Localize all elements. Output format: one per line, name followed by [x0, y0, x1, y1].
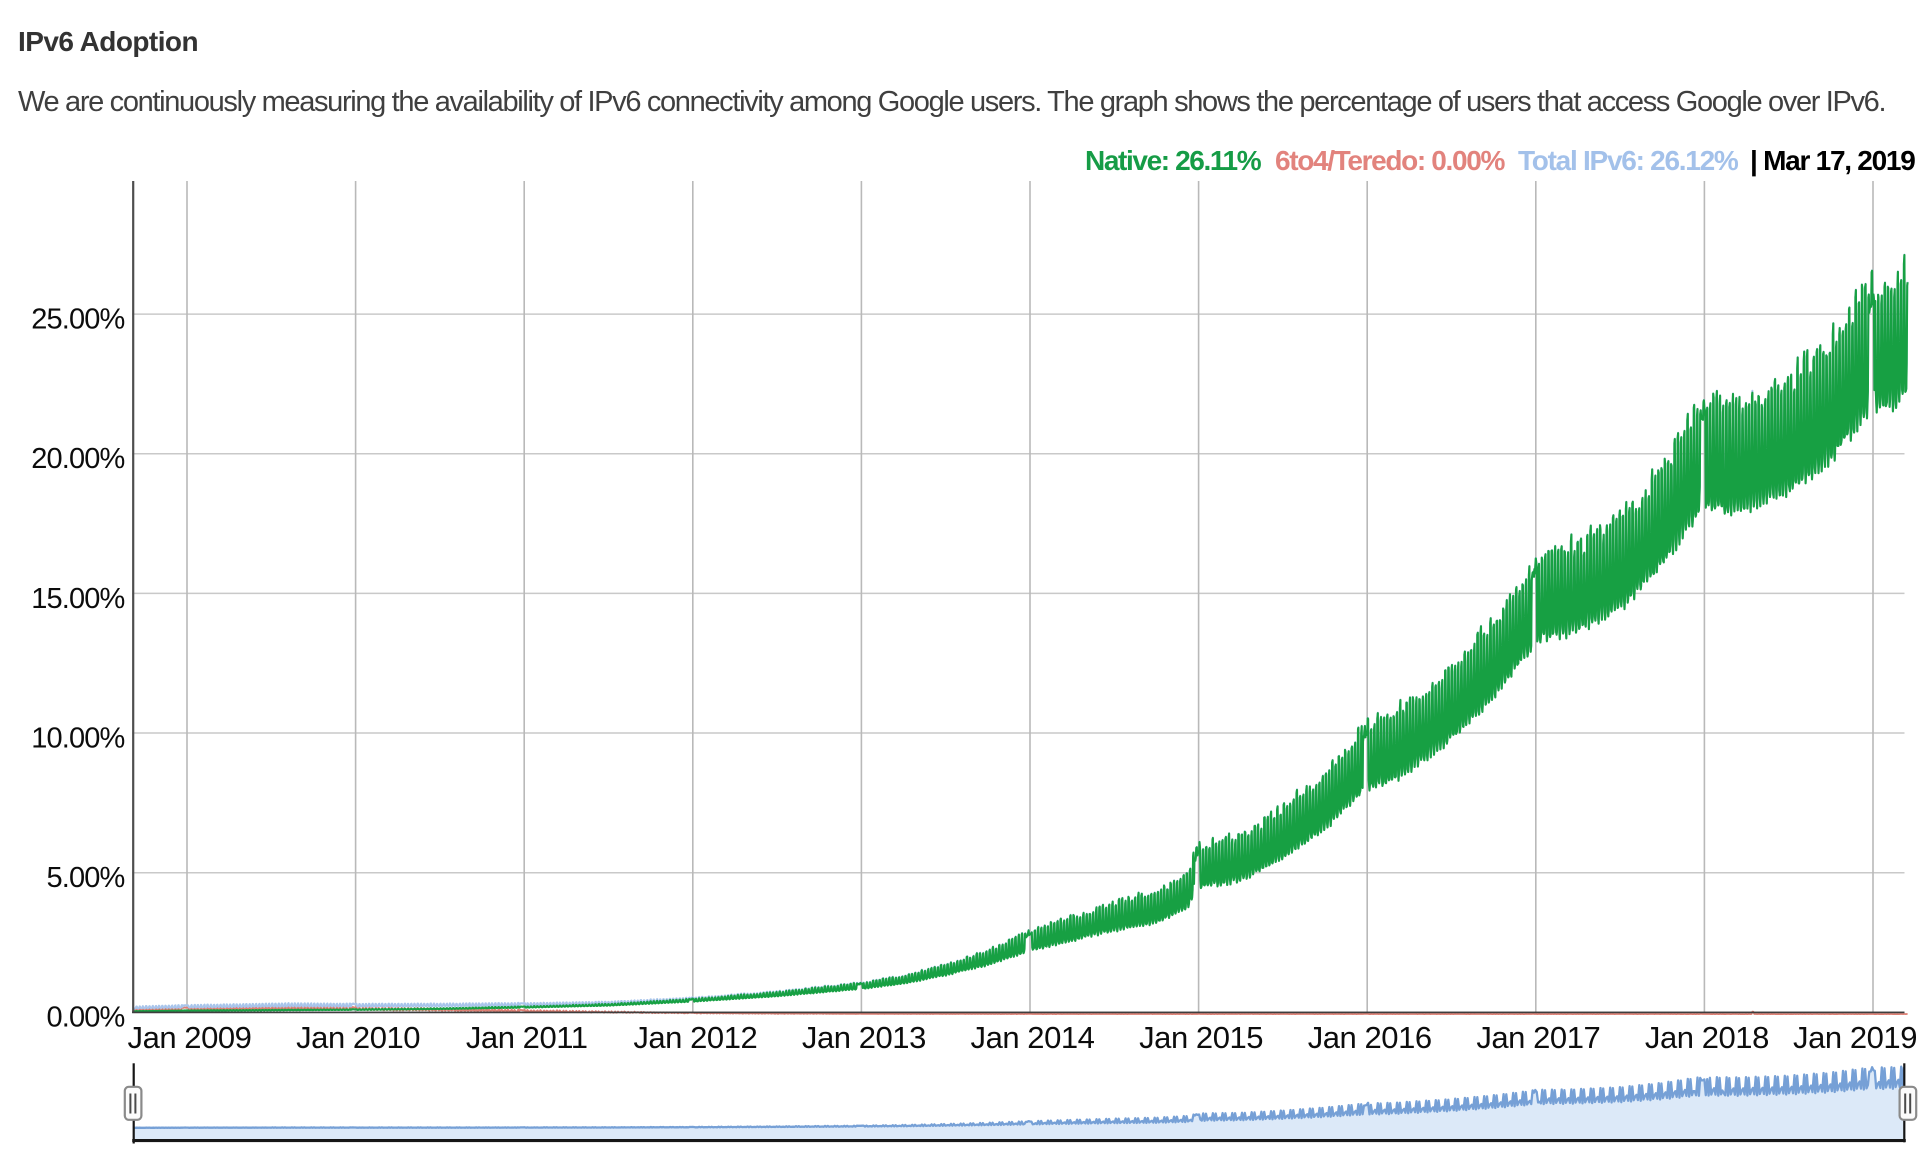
svg-text:5.00%: 5.00% — [47, 862, 125, 894]
svg-text:Jan 2012: Jan 2012 — [633, 1020, 757, 1055]
svg-text:Jan 2017: Jan 2017 — [1476, 1020, 1600, 1055]
svg-text:Jan 2016: Jan 2016 — [1308, 1020, 1432, 1055]
svg-text:Jan 2018: Jan 2018 — [1645, 1020, 1769, 1055]
svg-text:Jan 2011: Jan 2011 — [466, 1020, 588, 1055]
svg-text:Jan 2009: Jan 2009 — [128, 1020, 252, 1055]
svg-text:0.00%: 0.00% — [47, 1002, 125, 1034]
svg-text:20.00%: 20.00% — [31, 443, 124, 475]
svg-text:Jan 2019: Jan 2019 — [1793, 1020, 1917, 1055]
svg-text:Jan 2014: Jan 2014 — [971, 1020, 1095, 1055]
svg-text:Jan 2013: Jan 2013 — [802, 1020, 926, 1055]
svg-text:15.00%: 15.00% — [31, 583, 124, 615]
svg-text:Jan 2010: Jan 2010 — [296, 1020, 420, 1055]
svg-text:10.00%: 10.00% — [31, 722, 124, 754]
svg-text:Jan 2015: Jan 2015 — [1139, 1020, 1263, 1055]
svg-text:25.00%: 25.00% — [31, 304, 124, 336]
